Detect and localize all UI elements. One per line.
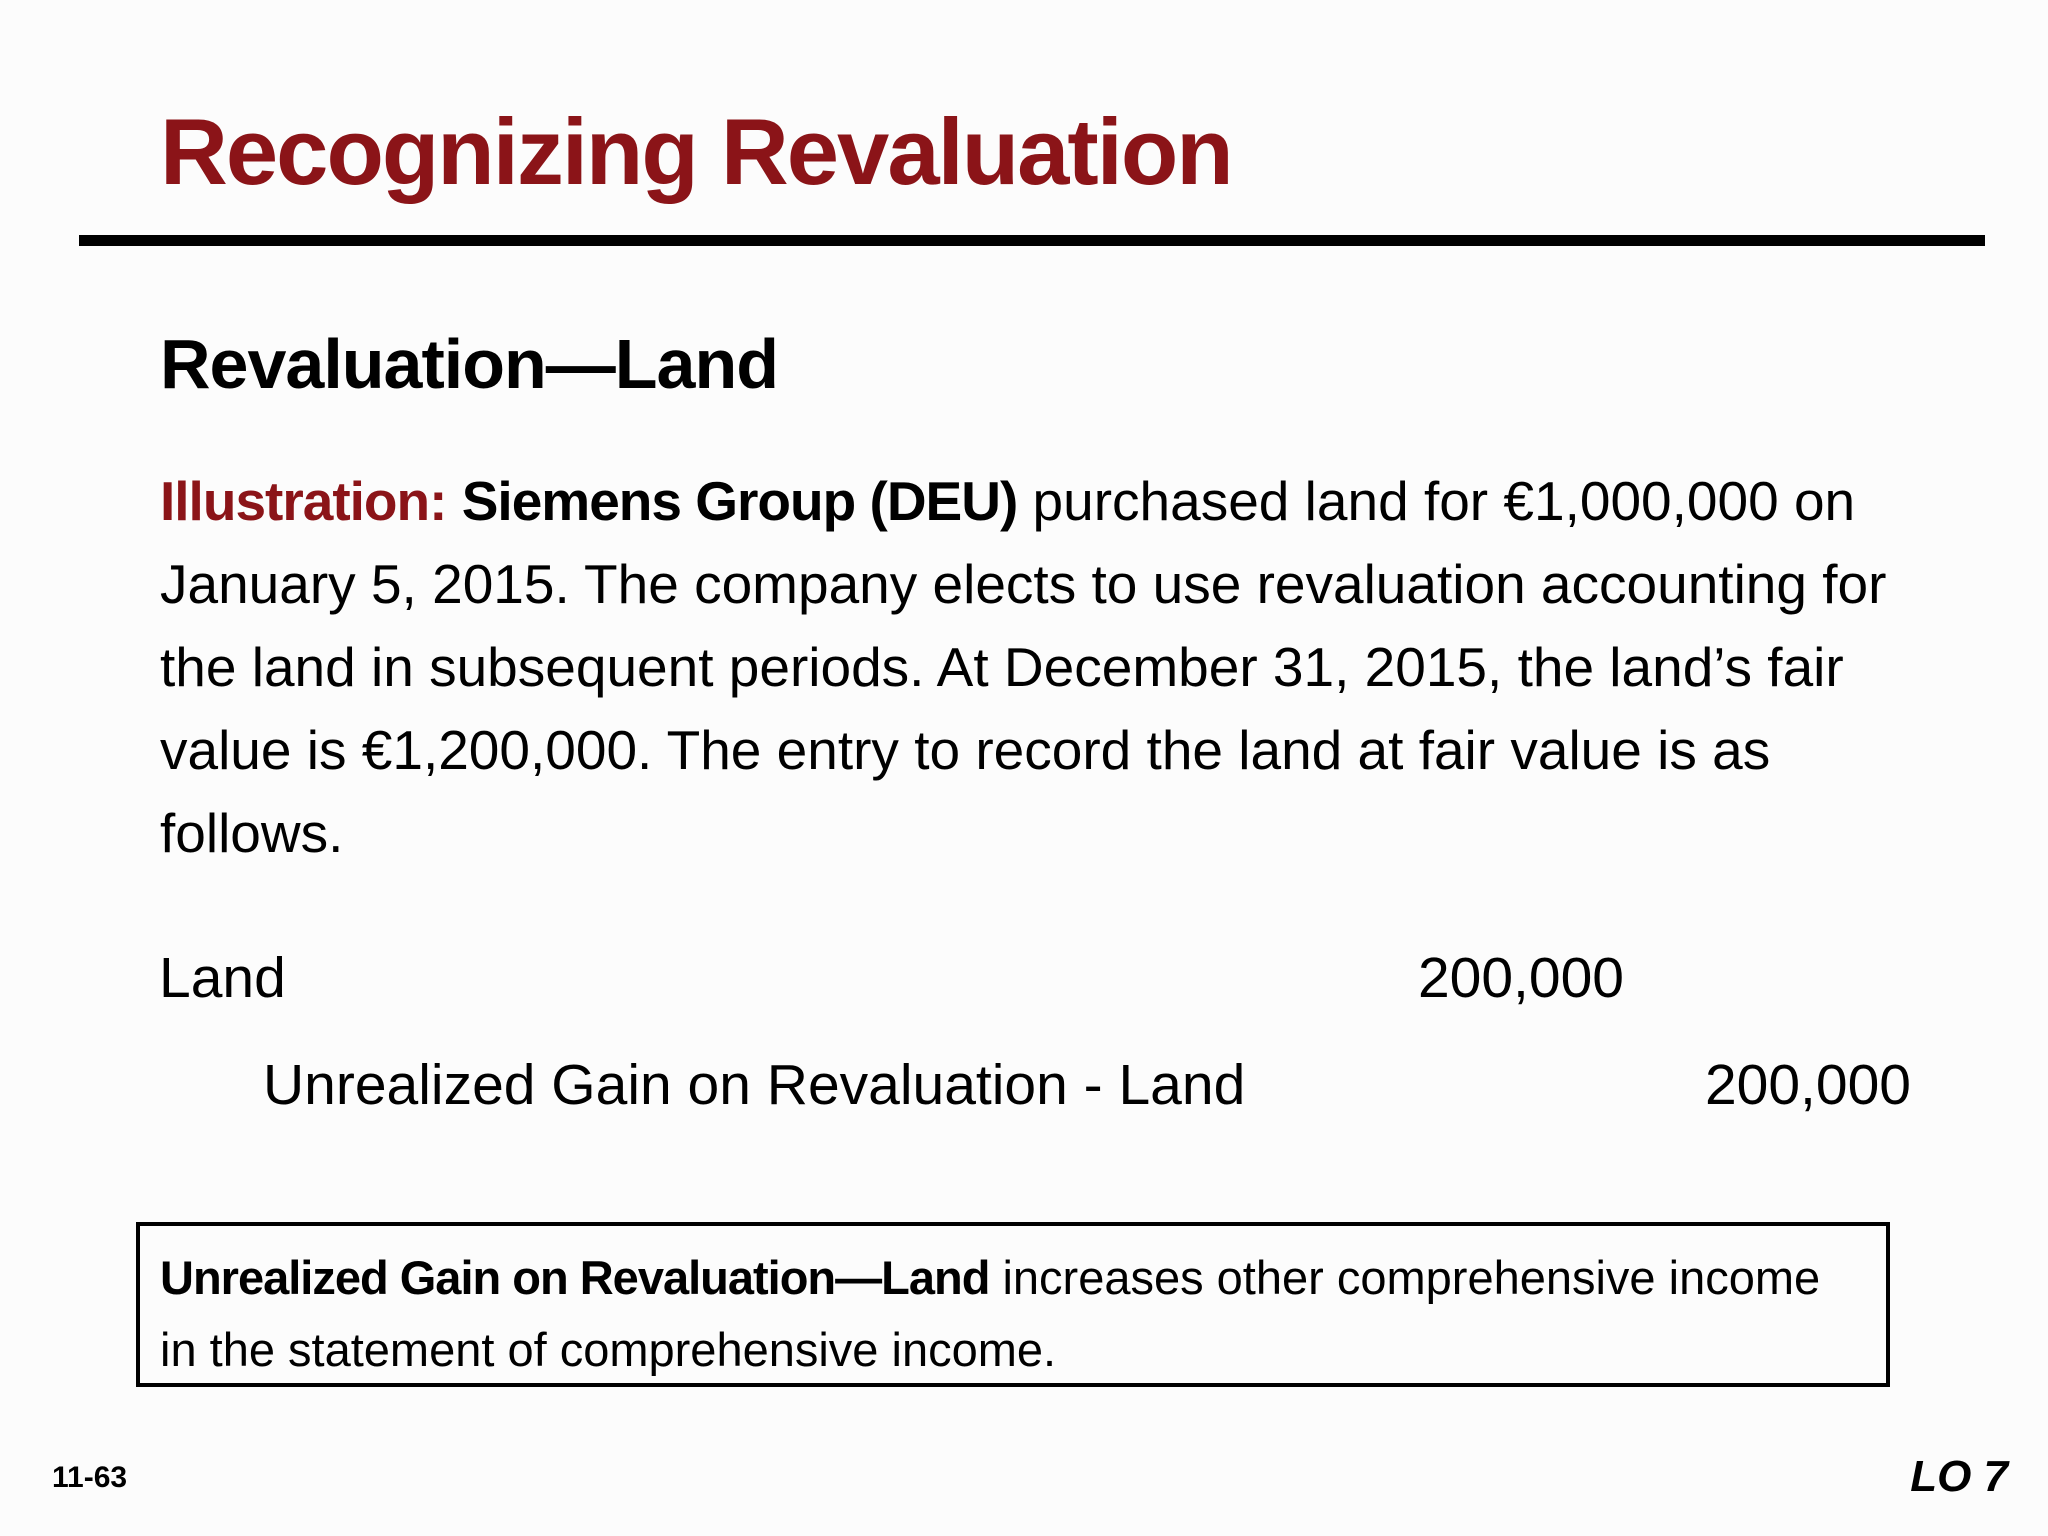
note-box: Unrealized Gain on Revaluation—Land incr… — [136, 1222, 1890, 1387]
illustration-label: Illustration: — [160, 470, 447, 532]
learning-objective-label: LO 7 — [1910, 1452, 2008, 1501]
company-name: Siemens Group (DEU) — [461, 470, 1019, 532]
credit-amount: 200,000 — [1704, 1053, 1911, 1117]
slide-title: Recognizing Revaluation — [160, 99, 1234, 204]
credit-account: Unrealized Gain on Revaluation - Land — [263, 1053, 1246, 1117]
slide-number: 11-63 — [52, 1461, 128, 1494]
journal-debit-row: Land 200,000 — [0, 938, 2048, 1018]
illustration-paragraph: Illustration: Siemens Group (DEU) purcha… — [160, 460, 1940, 875]
debit-amount: 200,000 — [1417, 946, 1624, 1010]
illustration-text: purchased land for €1,000,000 on January… — [160, 470, 1887, 864]
title-divider — [79, 235, 1985, 246]
debit-account: Land — [159, 946, 286, 1010]
note-text: increases other comprehensive income in … — [160, 1251, 1821, 1376]
slide-subtitle: Revaluation—Land — [160, 325, 779, 403]
note-term: Unrealized Gain on Revaluation—Land — [160, 1251, 990, 1304]
journal-credit-row: Unrealized Gain on Revaluation - Land 20… — [0, 1045, 2048, 1125]
